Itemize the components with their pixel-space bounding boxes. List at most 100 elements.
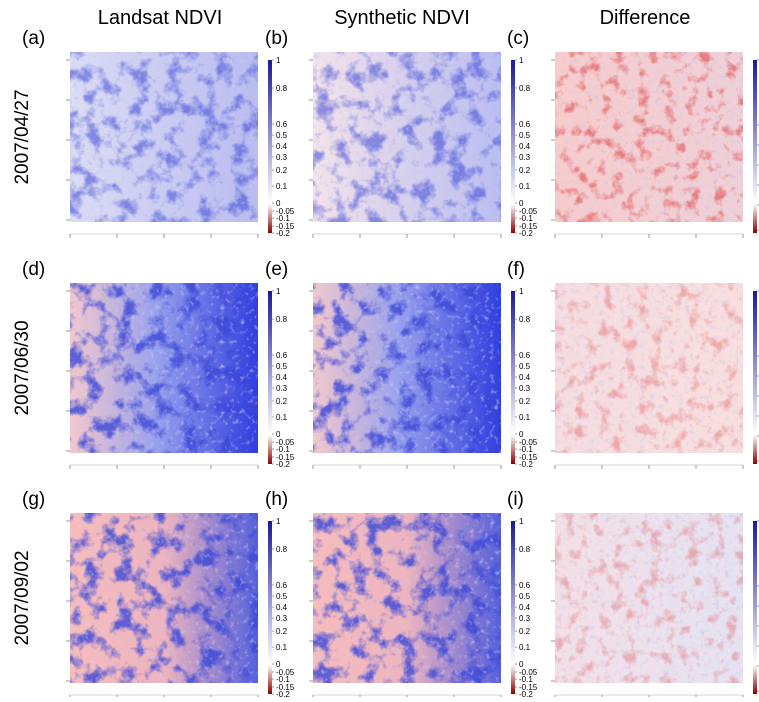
colorbar-label: 0.1 bbox=[519, 643, 531, 652]
colorbar-label: 0.1 bbox=[276, 413, 288, 422]
colorbar-label: -0.05 bbox=[519, 207, 538, 216]
colorbar-label: -0.05 bbox=[519, 438, 538, 447]
map-texture bbox=[70, 513, 258, 683]
colorbar-label: -0.05 bbox=[276, 668, 295, 677]
colorbar bbox=[268, 60, 272, 233]
colorbar-label: 0.2 bbox=[519, 166, 531, 175]
colorbar-label: 1 bbox=[519, 287, 524, 296]
colorbar-label: 0.4 bbox=[276, 142, 288, 151]
colorbar-label: 0.4 bbox=[519, 373, 531, 382]
colorbar-label: 0.8 bbox=[276, 84, 288, 93]
row-label: 2007/04/27 bbox=[12, 89, 33, 184]
colorbar-label: -0.1 bbox=[519, 675, 533, 684]
colorbar-label: 0.5 bbox=[276, 131, 288, 140]
colorbar-label: -0.15 bbox=[276, 453, 295, 462]
colorbar bbox=[511, 60, 515, 233]
panel-label: (e) bbox=[265, 259, 288, 280]
colorbar-label: 0.5 bbox=[276, 592, 288, 601]
colorbar-label: 0.1 bbox=[519, 182, 531, 191]
colorbar-label: 0.6 bbox=[276, 120, 288, 129]
colorbar-label: 0.2 bbox=[519, 627, 531, 636]
colorbar-label: 0.4 bbox=[276, 603, 288, 612]
colorbar-label: 0.8 bbox=[519, 84, 531, 93]
map-texture bbox=[313, 513, 501, 683]
colorbar-label: 0.1 bbox=[276, 643, 288, 652]
colorbar-label: 0.5 bbox=[276, 362, 288, 371]
colorbar-label: -0.2 bbox=[276, 460, 290, 469]
row-label: 2007/06/30 bbox=[12, 320, 33, 415]
panel-label: (g) bbox=[22, 489, 45, 510]
colorbar-label: -0.15 bbox=[519, 222, 538, 231]
colorbar-label: 0.5 bbox=[519, 131, 531, 140]
colorbar-label: 0 bbox=[276, 430, 281, 439]
map-texture bbox=[555, 283, 743, 453]
colorbar-label: 1 bbox=[519, 56, 524, 65]
colorbar-label: 0.5 bbox=[519, 362, 531, 371]
colorbar-label: 0.2 bbox=[519, 397, 531, 406]
colorbar bbox=[753, 60, 757, 233]
colorbar-label: 0.6 bbox=[276, 351, 288, 360]
map-texture bbox=[313, 52, 501, 222]
colorbar-label: -0.05 bbox=[276, 438, 295, 447]
colorbar-label: 0.2 bbox=[276, 627, 288, 636]
colorbar-label: -0.2 bbox=[519, 460, 533, 469]
colorbar-label: -0.05 bbox=[276, 207, 295, 216]
column-header: Difference bbox=[600, 7, 691, 29]
colorbar bbox=[511, 521, 515, 694]
colorbar-label: 0.2 bbox=[276, 397, 288, 406]
colorbar-label: 1 bbox=[276, 287, 281, 296]
panel-label: (b) bbox=[265, 28, 288, 49]
map-texture bbox=[555, 513, 743, 683]
colorbar-label: -0.15 bbox=[519, 453, 538, 462]
colorbar-label: -0.15 bbox=[519, 683, 538, 692]
colorbar-label: -0.2 bbox=[519, 690, 533, 697]
colorbar bbox=[268, 291, 272, 464]
colorbar-label: 0.1 bbox=[276, 182, 288, 191]
colorbar-label: 0 bbox=[519, 430, 524, 439]
colorbar-label: 1 bbox=[519, 517, 524, 526]
colorbar-label: -0.1 bbox=[276, 214, 290, 223]
colorbar-label: 0.1 bbox=[519, 413, 531, 422]
panel-label: (a) bbox=[22, 28, 45, 49]
colorbar-label: 0.6 bbox=[519, 581, 531, 590]
colorbar-label: 0.2 bbox=[276, 166, 288, 175]
colorbar-label: 0.8 bbox=[276, 545, 288, 554]
panel-label: (f) bbox=[507, 259, 525, 280]
colorbar-label: 0.6 bbox=[519, 120, 531, 129]
colorbar bbox=[753, 521, 757, 694]
colorbar-label: 0.3 bbox=[276, 384, 288, 393]
colorbar bbox=[268, 521, 272, 694]
colorbar-label: 0 bbox=[276, 199, 281, 208]
map-texture bbox=[313, 283, 501, 453]
colorbar-label: -0.2 bbox=[519, 229, 533, 238]
colorbar-label: -0.05 bbox=[519, 668, 538, 677]
colorbar-label: 0.8 bbox=[276, 315, 288, 324]
colorbar-label: 0 bbox=[519, 660, 524, 669]
colorbar-label: 0.3 bbox=[519, 384, 531, 393]
colorbar-label: 0 bbox=[276, 660, 281, 669]
colorbar-label: 0.8 bbox=[519, 545, 531, 554]
panel-label: (h) bbox=[265, 489, 288, 510]
colorbar-label: -0.15 bbox=[276, 222, 295, 231]
map-texture bbox=[555, 52, 743, 222]
colorbar-label: 1 bbox=[276, 517, 281, 526]
colorbar-label: 0.6 bbox=[519, 351, 531, 360]
colorbar-label: 0.8 bbox=[519, 315, 531, 324]
column-header: Landsat NDVI bbox=[98, 7, 223, 29]
colorbar-label: -0.2 bbox=[276, 229, 290, 238]
colorbar-label: -0.1 bbox=[519, 214, 533, 223]
colorbar-label: 0.6 bbox=[276, 581, 288, 590]
colorbar-label: 0 bbox=[519, 199, 524, 208]
colorbar-label: 0.5 bbox=[519, 592, 531, 601]
panel-label: (c) bbox=[507, 28, 529, 49]
colorbar-label: 0.4 bbox=[276, 373, 288, 382]
colorbar-label: 1 bbox=[276, 56, 281, 65]
map-texture bbox=[70, 283, 258, 453]
colorbar-label: -0.2 bbox=[276, 690, 290, 697]
colorbar-label: 0.3 bbox=[519, 153, 531, 162]
colorbar bbox=[753, 291, 757, 464]
colorbar-label: -0.1 bbox=[519, 445, 533, 454]
row-label: 2007/09/02 bbox=[12, 550, 33, 645]
colorbar-label: -0.15 bbox=[276, 683, 295, 692]
